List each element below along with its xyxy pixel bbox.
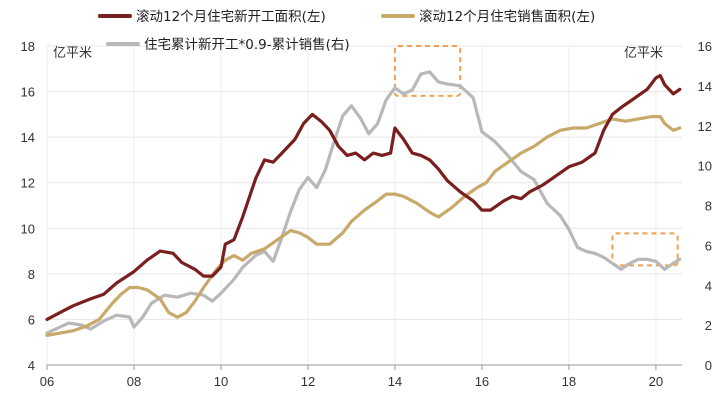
series-lines — [45, 70, 682, 337]
x-tick-label: 10 — [214, 374, 228, 389]
legend-label-new-starts: 滚动12个月住宅新开工面积(左) — [136, 8, 326, 25]
y-left-tick-label: 6 — [28, 312, 35, 327]
legend-item-new-starts: 滚动12个月住宅新开工面积(左) — [98, 8, 326, 25]
y-right-tick-label: 6 — [705, 238, 712, 253]
y-right-tick-label: 4 — [705, 278, 712, 293]
y-right-tick-label: 8 — [705, 199, 712, 214]
x-tick-label: 18 — [562, 374, 576, 389]
x-tick-label: 16 — [475, 374, 489, 389]
y-left-tick-label: 18 — [21, 39, 35, 54]
grid — [46, 45, 682, 366]
x-tick-label: 06 — [40, 374, 54, 389]
y-left-tick-label: 12 — [21, 176, 35, 191]
y-right-tick-label: 10 — [698, 159, 712, 174]
y-right-tick-label: 14 — [698, 79, 712, 94]
axes: 4 6 8 10 12 14 16 18 0 2 4 6 8 10 12 14 16 06 08 10 12 14 16 18… — [21, 39, 712, 389]
left-unit-label: 亿平米 — [53, 46, 92, 61]
y-left-tick-label: 4 — [28, 358, 35, 373]
legend-label-sales: 滚动12个月住宅销售面积(左) — [419, 8, 595, 25]
highlight-box — [611, 232, 679, 267]
y-left-tick-label: 16 — [21, 85, 35, 100]
x-tick-label: 12 — [301, 374, 315, 389]
right-unit-label: 亿平米 — [624, 46, 663, 61]
highlight-boxes — [393, 45, 679, 267]
legend-item-sales: 滚动12个月住宅销售面积(左) — [381, 8, 595, 25]
x-tick-label: 08 — [127, 374, 141, 389]
y-right-tick-label: 2 — [705, 318, 712, 333]
x-tick-label: 20 — [649, 374, 663, 389]
y-right-tick-label: 12 — [698, 119, 712, 134]
y-right-tick-label: 16 — [698, 39, 712, 54]
legend: 滚动12个月住宅新开工面积(左) 滚动12个月住宅销售面积(左) 住宅累计新开工… — [98, 8, 595, 53]
y-left-tick-label: 10 — [21, 221, 35, 236]
y-left-tick-label: 8 — [28, 267, 35, 282]
legend-label-gap: 住宅累计新开工*0.9-累计销售(右) — [144, 37, 350, 53]
y-right-tick-label: 0 — [705, 358, 712, 373]
y-left-tick-label: 14 — [21, 130, 35, 145]
legend-item-gap: 住宅累计新开工*0.9-累计销售(右) — [106, 37, 350, 53]
series-line-gap — [45, 70, 682, 335]
series-line-new-starts — [45, 74, 682, 321]
series-line-sales — [45, 115, 682, 337]
x-tick-label: 14 — [388, 374, 402, 389]
highlight-box — [393, 45, 462, 97]
